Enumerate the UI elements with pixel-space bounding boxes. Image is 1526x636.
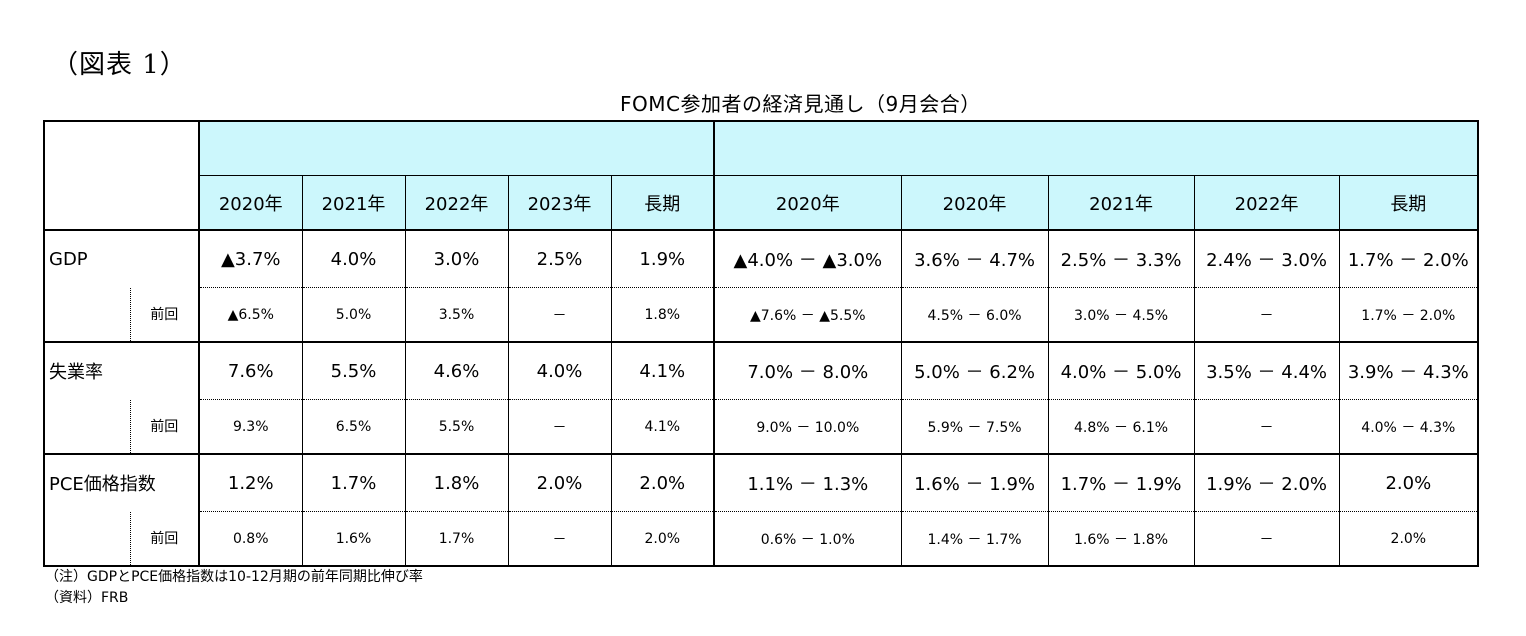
value-cell: 5.0% － 6.2% — [900, 342, 1049, 400]
previous-value-cell: 9.3% — [198, 399, 303, 455]
group-header-row — [43, 120, 1480, 231]
value-cell: 1.8% — [404, 454, 509, 512]
previous-value-cell: 6.5% — [301, 399, 406, 455]
column-header: 2020年 — [713, 175, 902, 231]
value-cell: 2.0% — [610, 454, 715, 512]
previous-label: 前回 — [129, 511, 200, 567]
previous-value-cell: 1.7% — [404, 511, 509, 567]
value-cell: 7.0% － 8.0% — [713, 342, 902, 400]
value-cell: 3.6% － 4.7% — [900, 230, 1049, 288]
corner-cell — [43, 120, 200, 231]
value-cell: 4.0% － 5.0% — [1047, 342, 1195, 400]
group-header-median — [197, 120, 715, 176]
row-label: GDP — [43, 230, 199, 288]
previous-value-cell: － — [507, 399, 612, 455]
source-note: （資料）FRB — [45, 590, 129, 606]
value-cell: 2.5% － 3.3% — [1047, 230, 1195, 288]
value-cell: 1.7% － 1.9% — [1047, 454, 1195, 512]
previous-value-cell: － — [1193, 511, 1340, 567]
previous-value-cell: 1.6% — [301, 511, 406, 567]
previous-value-cell: 1.8% — [610, 287, 715, 343]
value-cell: 1.2% — [198, 454, 303, 512]
value-cell: 1.1% － 1.3% — [713, 454, 902, 512]
previous-value-cell: 5.9% － 7.5% — [900, 399, 1049, 455]
value-cell: 2.0% — [507, 454, 612, 512]
previous-value-cell: － — [507, 287, 612, 343]
previous-value-cell: － — [1193, 287, 1340, 343]
figure-label: （図表 1） — [52, 50, 187, 80]
previous-value-cell: 3.5% — [404, 287, 509, 343]
previous-value-cell: 2.0% — [610, 511, 715, 567]
value-cell: ▲3.7% — [198, 230, 303, 288]
value-cell: 1.7% － 2.0% — [1338, 230, 1480, 288]
value-cell: 4.6% — [404, 342, 509, 400]
column-header-row: 2020年 2021年 2022年 2023年 長期 2020年 2020年 2021年 202… — [44, 175, 1480, 231]
footnote: （注）GDPとPCE価格指数は10-12月期の前年同期比伸び率 — [45, 569, 423, 585]
column-header: 2023年 — [507, 175, 612, 231]
previous-value-cell: 0.6% － 1.0% — [713, 511, 902, 567]
value-cell: 4.0% — [507, 342, 612, 400]
column-header: 長期 — [1338, 175, 1480, 231]
column-header: 長期 — [610, 175, 715, 231]
column-header: 2022年 — [404, 175, 509, 231]
table-row: GDP ▲3.7% 4.0% 3.0% 2.5% 1.9% ▲4.0% － ▲3.0% 3.6… — [43, 230, 1480, 288]
indent-cell — [43, 399, 130, 455]
value-cell: 1.7% — [301, 454, 406, 512]
value-cell: 2.4% － 3.0% — [1193, 230, 1340, 288]
previous-value-cell: 4.0% － 4.3% — [1338, 399, 1480, 455]
column-header: 2021年 — [1047, 175, 1195, 231]
table-row: 失業率 7.6% 5.5% 4.6% 4.0% 4.1% 7.0% － 8.0% 5.0% －… — [43, 342, 1480, 400]
column-header: 2022年 — [1193, 175, 1340, 231]
previous-value-cell: ▲7.6% － ▲5.5% — [713, 287, 902, 343]
table-row-previous: 前回 9.3% 6.5% 5.5% － 4.1% 9.0% － 10.0% 5.9% － 7.… — [43, 399, 1480, 455]
value-cell: 4.1% — [610, 342, 715, 400]
previous-value-cell: 2.0% — [1338, 511, 1480, 567]
indent-cell — [43, 287, 130, 343]
value-cell: 3.0% — [404, 230, 509, 288]
table-row-previous: 前回 ▲6.5% 5.0% 3.5% － 1.8% ▲7.6% － ▲5.5% 4.5% － … — [43, 287, 1480, 343]
previous-value-cell: 1.7% － 2.0% — [1338, 287, 1480, 343]
previous-value-cell: ▲6.5% — [198, 287, 303, 343]
value-cell: 5.5% — [301, 342, 406, 400]
previous-value-cell: 4.1% — [610, 399, 715, 455]
table-row-previous: 前回 0.8% 1.6% 1.7% － 2.0% 0.6% － 1.0% 1.4% － 1.7… — [43, 511, 1480, 567]
previous-value-cell: － — [507, 511, 612, 567]
column-header: 2021年 — [301, 175, 406, 231]
value-cell: 2.5% — [507, 230, 612, 288]
value-cell: 7.6% — [198, 342, 303, 400]
indent-cell — [43, 511, 130, 567]
forecast-table: 2020年 2021年 2022年 2023年 長期 2020年 2020年 2021年 202… — [43, 120, 1480, 567]
previous-label: 前回 — [129, 399, 200, 455]
table-title: FOMC参加者の経済見通し（9月会合） — [620, 92, 981, 116]
value-cell: 2.0% — [1338, 454, 1480, 512]
table-row: PCE価格指数 1.2% 1.7% 1.8% 2.0% 2.0% 1.1% － 1.3% 1.… — [43, 454, 1480, 512]
previous-value-cell: 5.5% — [404, 399, 509, 455]
previous-value-cell: 1.4% － 1.7% — [900, 511, 1049, 567]
value-cell: 1.9% － 2.0% — [1193, 454, 1340, 512]
value-cell: 1.6% － 1.9% — [900, 454, 1049, 512]
row-label: 失業率 — [43, 342, 199, 400]
previous-value-cell: 9.0% － 10.0% — [713, 399, 902, 455]
previous-value-cell: 0.8% — [198, 511, 303, 567]
previous-label: 前回 — [129, 287, 200, 343]
value-cell: 4.0% — [301, 230, 406, 288]
previous-value-cell: － — [1193, 399, 1340, 455]
previous-value-cell: 1.6% － 1.8% — [1047, 511, 1195, 567]
value-cell: 3.9% － 4.3% — [1338, 342, 1480, 400]
column-header: 2020年 — [900, 175, 1049, 231]
previous-value-cell: 4.8% － 6.1% — [1047, 399, 1195, 455]
value-cell: ▲4.0% － ▲3.0% — [713, 230, 902, 288]
previous-value-cell: 4.5% － 6.0% — [900, 287, 1049, 343]
value-cell: 3.5% － 4.4% — [1193, 342, 1340, 400]
column-header: 2020年 — [198, 175, 303, 231]
previous-value-cell: 3.0% － 4.5% — [1047, 287, 1195, 343]
row-label: PCE価格指数 — [43, 454, 199, 512]
previous-value-cell: 5.0% — [301, 287, 406, 343]
value-cell: 1.9% — [610, 230, 715, 288]
group-header-range — [713, 120, 1480, 176]
